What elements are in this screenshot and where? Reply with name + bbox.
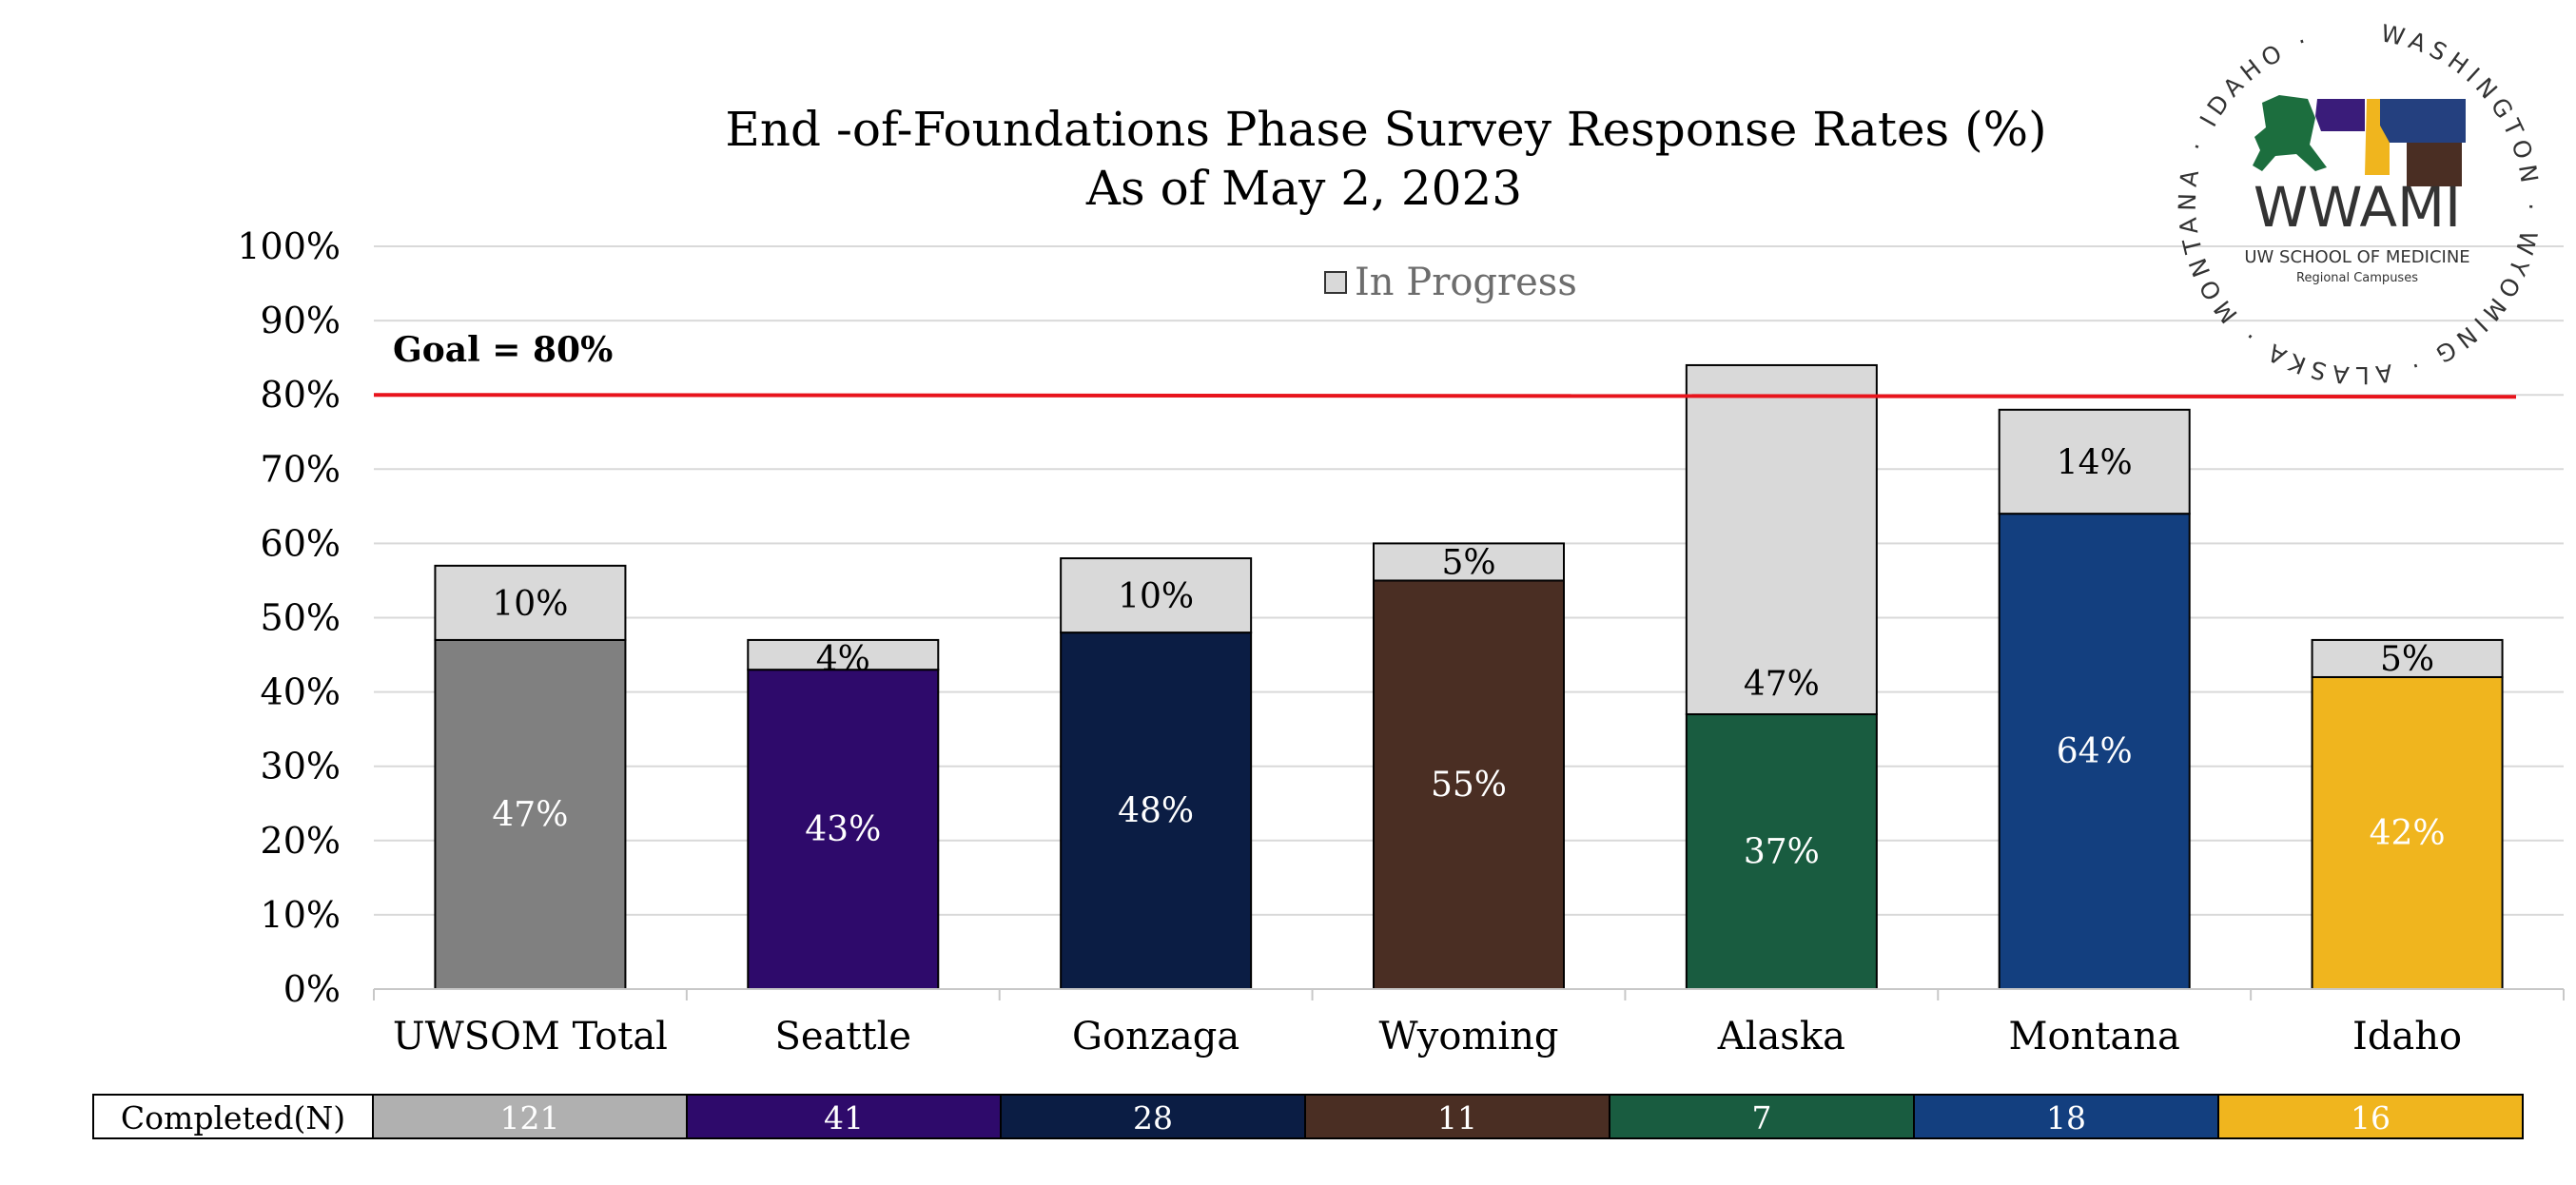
axes: 0% 10% 20% 30% 40% 50% 60% 70% 80% 90% 100% UWSOM T… (237, 225, 2565, 1059)
bar-completed (1998, 513, 2191, 990)
data-label-completed: 43% (805, 810, 881, 849)
y-tick-label: 30% (261, 746, 341, 787)
bar-in-progress (2311, 638, 2504, 678)
logo-line1: UW SCHOOL OF MEDICINE (2244, 247, 2469, 267)
bar-completed (1373, 579, 1565, 990)
y-tick-label: 10% (261, 894, 341, 936)
bar-completed (1060, 631, 1253, 990)
completed-n-cell (1913, 1094, 2219, 1139)
bar-completed (1685, 713, 1878, 991)
legend-label-in-progress: In Progress (1355, 261, 1577, 304)
chart-subtitle: As of May 2, 2023 (1085, 161, 1522, 216)
bar-in-progress (747, 638, 940, 671)
x-category-label: Idaho (2352, 1015, 2462, 1059)
completed-n-value: 11 (1437, 1099, 1477, 1136)
x-category-label: Wyoming (1378, 1015, 1558, 1059)
logo-map-montana-shape (2380, 99, 2466, 143)
data-labels: 47% 10% 43% 4% 48% 10% 55% 5% 37% 47% 64% 14% 42% 5% (373, 393, 2517, 872)
x-category-label: Seattle (775, 1015, 912, 1059)
chart-title: End -of-Foundations Phase Survey Respons… (725, 102, 2046, 157)
logo-map-idaho-shape (2365, 99, 2390, 175)
completed-n-value: 18 (2046, 1099, 2086, 1136)
logo-line2: Regional Campuses (2296, 271, 2418, 285)
bars (434, 363, 2504, 991)
goal-line (373, 393, 2517, 399)
completed-n-cell (686, 1094, 1002, 1139)
data-label-in-progress: 10% (1118, 577, 1194, 616)
logo-map-alaska-shape (2253, 95, 2327, 171)
logo-map-wyoming-shape (2407, 143, 2462, 186)
x-category-label: Gonzaga (1072, 1015, 1239, 1059)
y-tick-label: 0% (283, 968, 341, 1010)
y-tick-label: 20% (261, 820, 341, 862)
y-tick-label: 40% (261, 671, 341, 713)
completed-n-cell (2217, 1094, 2524, 1139)
data-label-completed: 47% (492, 795, 568, 834)
data-label-completed: 55% (1431, 766, 1507, 805)
completed-n-value: 41 (824, 1099, 864, 1136)
y-tick-label: 100% (237, 225, 341, 267)
data-label-in-progress: 5% (1441, 543, 1495, 582)
y-tick-label: 50% (261, 597, 341, 639)
y-tick-label: 80% (261, 374, 341, 416)
completed-n-value: 16 (2351, 1099, 2391, 1136)
data-label-completed: 48% (1118, 792, 1194, 831)
data-label-in-progress: 10% (492, 585, 568, 624)
data-label-completed: 64% (2057, 732, 2133, 771)
data-label-completed: 42% (2370, 814, 2446, 853)
legend-swatch-in-progress (1324, 271, 1347, 294)
legend: In Progress (1324, 261, 1577, 304)
bar-in-progress (1998, 408, 2191, 515)
data-label-in-progress: 4% (816, 640, 870, 679)
completed-n-value: 121 (500, 1099, 560, 1136)
completed-n-value: 7 (1752, 1099, 1772, 1136)
completed-n-row: Completed(N) 121 41 28 11 7 18 16 (92, 1094, 2524, 1139)
wwami-logo: WASHINGTON · WYOMING · ALASKA · MONTANA … (2174, 19, 2539, 389)
completed-n-header-box (92, 1094, 374, 1139)
bar-in-progress (1373, 542, 1565, 582)
goal-label: Goal = 80% (393, 330, 613, 370)
bar-completed (2311, 675, 2504, 990)
completed-n-cell (1000, 1094, 1306, 1139)
completed-n-value: 28 (1133, 1099, 1173, 1136)
logo-wordmark: WWAMI (2254, 175, 2461, 240)
data-label-completed: 37% (1744, 833, 1820, 872)
data-label-in-progress: 47% (1744, 665, 1820, 704)
completed-n-header: Completed(N) (121, 1099, 345, 1136)
logo-map-washington-shape (2315, 99, 2365, 131)
completed-n-cell (1304, 1094, 1610, 1139)
x-category-label: Montana (2009, 1015, 2180, 1059)
bar-in-progress (434, 564, 627, 641)
x-category-label: UWSOM Total (393, 1015, 668, 1059)
y-tick-label: 70% (261, 448, 341, 490)
bar-in-progress (1685, 363, 1878, 716)
bar-in-progress (1060, 557, 1253, 634)
data-label-in-progress: 5% (2380, 640, 2434, 679)
x-category-label: Alaska (1717, 1015, 1845, 1059)
y-tick-label: 60% (261, 522, 341, 564)
data-label-in-progress: 14% (2057, 443, 2133, 482)
y-tick-label: 90% (261, 300, 341, 341)
